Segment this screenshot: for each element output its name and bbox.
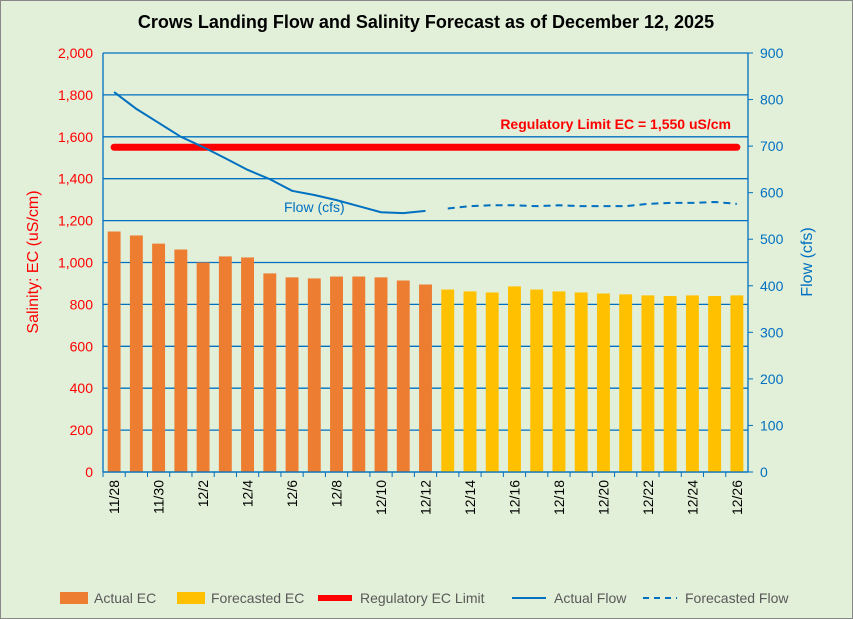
bar-forecasted-ec [619, 294, 633, 472]
x-tick-label: 11/30 [151, 480, 167, 514]
y-tick-right: 800 [760, 92, 784, 108]
bar-forecasted-ec [485, 292, 499, 472]
x-tick-label: 12/8 [329, 480, 345, 507]
bar-forecasted-ec [685, 295, 699, 472]
bar-actual-ec [307, 278, 321, 472]
bar-forecasted-ec [552, 291, 566, 472]
legend-label: Forecasted Flow [685, 590, 789, 606]
y-tick-right: 0 [760, 464, 768, 480]
limit-annotation: Regulatory Limit EC = 1,550 uS/cm [500, 116, 731, 132]
y-tick-right: 400 [760, 278, 784, 294]
bar-actual-ec [174, 249, 188, 472]
x-tick-label: 12/20 [595, 480, 611, 515]
y-tick-left: 2,000 [58, 45, 93, 61]
x-tick-label: 12/24 [684, 480, 700, 515]
y-tick-left: 200 [70, 422, 94, 438]
x-tick-label: 12/2 [195, 480, 211, 507]
x-tick-label: 12/4 [240, 480, 256, 507]
y-axis-right-label: Flow (cfs) [799, 227, 816, 296]
chart-title: Crows Landing Flow and Salinity Forecast… [138, 12, 714, 32]
y-tick-left: 1,000 [58, 255, 93, 271]
bar-actual-ec [107, 231, 121, 472]
forecasted-flow-line [447, 200, 737, 210]
x-tick-label: 12/18 [551, 480, 567, 515]
bar-forecasted-ec [574, 292, 588, 472]
bar-actual-ec [419, 284, 432, 472]
bar-forecasted-ec [463, 291, 477, 472]
x-tick-label: 11/28 [106, 480, 122, 514]
y-tick-left: 1,600 [58, 129, 93, 145]
y-tick-right: 300 [760, 324, 784, 340]
bar-actual-ec [241, 257, 255, 472]
legend-label: Actual Flow [554, 590, 627, 606]
bar-forecasted-ec [441, 289, 455, 472]
x-tick-label: 12/14 [462, 480, 478, 515]
legend-label: Forecasted EC [211, 590, 304, 606]
bar-forecasted-ec [530, 289, 544, 472]
legend-label: Regulatory EC Limit [360, 590, 485, 606]
legend-label: Actual EC [94, 590, 156, 606]
y-tick-right: 100 [760, 417, 784, 433]
bar-actual-ec [152, 243, 166, 472]
x-tick-label: 12/16 [506, 480, 522, 515]
y-tick-right: 200 [760, 371, 784, 387]
bar-actual-ec [330, 276, 343, 472]
y-tick-right: 700 [760, 138, 784, 154]
bar-forecasted-ec [641, 295, 655, 472]
y-tick-left: 1,400 [58, 171, 93, 187]
bar-actual-ec [374, 277, 388, 472]
bar-forecasted-ec [508, 286, 521, 472]
legend-swatch [177, 592, 205, 604]
flow-annotation: Flow (cfs) [284, 199, 345, 215]
bar-forecasted-ec [730, 295, 744, 472]
y-tick-left: 0 [85, 464, 93, 480]
x-tick-label: 12/10 [373, 480, 389, 515]
y-tick-left: 400 [70, 380, 94, 396]
y-axis-left-label: Salinity: EC (uS/cm) [25, 190, 42, 333]
actual-flow-line [113, 91, 426, 215]
x-tick-label: 12/6 [284, 480, 300, 507]
y-tick-right: 600 [760, 185, 784, 201]
x-tick-label: 12/22 [640, 480, 656, 515]
y-tick-left: 600 [70, 338, 94, 354]
bar-actual-ec [285, 277, 299, 472]
bar-forecasted-ec [663, 296, 677, 472]
x-tick-label: 12/26 [729, 480, 745, 515]
y-tick-left: 1,200 [58, 213, 93, 229]
bar-actual-ec [352, 276, 366, 472]
bar-actual-ec [218, 256, 232, 472]
y-tick-left: 800 [70, 296, 94, 312]
bar-actual-ec [263, 273, 277, 472]
y-tick-right: 500 [760, 231, 784, 247]
bar-actual-ec [396, 280, 410, 472]
bar-forecasted-ec [708, 296, 722, 472]
y-tick-right: 900 [760, 45, 784, 61]
x-tick-label: 12/12 [418, 480, 434, 515]
legend-swatch [60, 592, 88, 604]
bar-forecasted-ec [596, 293, 610, 472]
y-tick-left: 1,800 [58, 87, 93, 103]
bar-actual-ec [129, 235, 143, 472]
bar-actual-ec [196, 262, 210, 472]
